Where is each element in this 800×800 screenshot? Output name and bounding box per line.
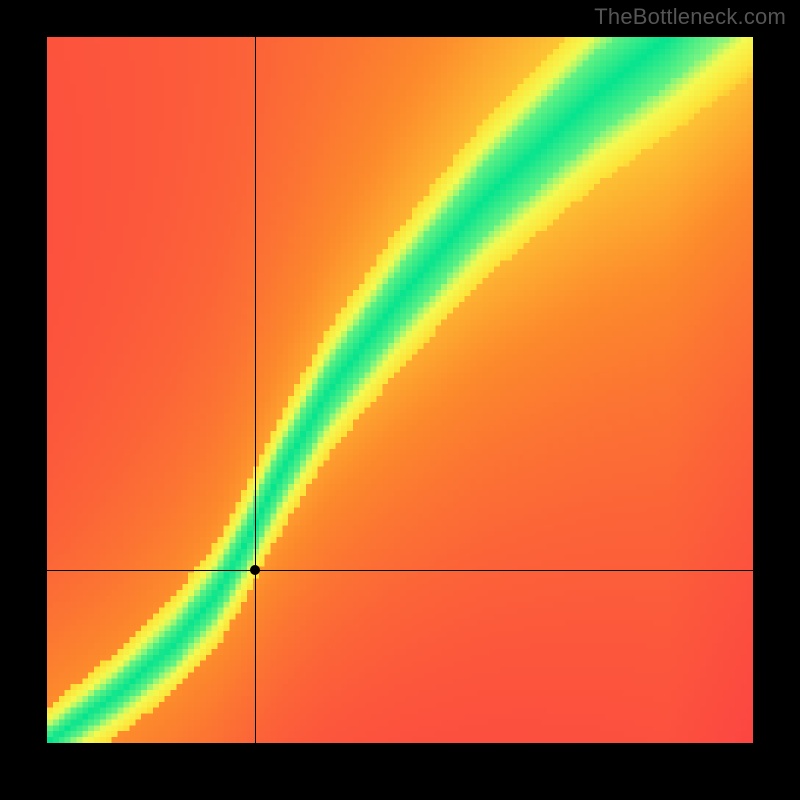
crosshair-marker: [250, 565, 260, 575]
crosshair-horizontal-line: [47, 570, 753, 571]
figure-container: TheBottleneck.com: [0, 0, 800, 800]
heatmap-plot: [47, 37, 753, 743]
crosshair-vertical-line: [255, 37, 256, 743]
watermark-text: TheBottleneck.com: [594, 4, 786, 30]
